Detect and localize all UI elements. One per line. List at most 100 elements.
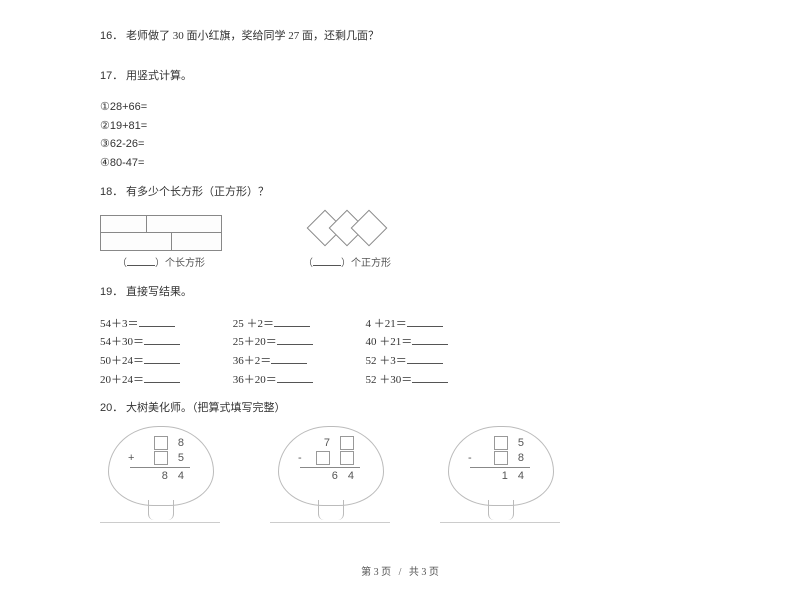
- expr: 25 ＋2＝: [233, 318, 274, 330]
- expr: 52 ＋3＝: [366, 355, 407, 367]
- answer-blank: [277, 372, 313, 383]
- digit-box: [340, 451, 354, 465]
- expr: 20＋24＝: [100, 374, 144, 386]
- expr: 50＋24＝: [100, 355, 144, 367]
- expr: 36＋2＝: [233, 355, 272, 367]
- digit: 5: [518, 436, 524, 450]
- operator: -: [298, 451, 302, 465]
- q19-cell: 25＋20＝: [233, 334, 363, 352]
- answer-blank: [271, 353, 307, 364]
- digit: 4: [348, 469, 354, 483]
- tree-1: 8 +5 84: [100, 426, 220, 531]
- q19-cell: 54＋3＝: [100, 316, 230, 334]
- q18-title: 有多少个长方形（正方形）？: [126, 186, 269, 198]
- footer-total: 共 3 页: [409, 567, 439, 578]
- digit: 4: [178, 469, 184, 483]
- expr: 36＋20＝: [233, 374, 277, 386]
- answer-blank: [277, 334, 313, 345]
- digit-box: [154, 451, 168, 465]
- digit: 6: [332, 469, 338, 483]
- digit-box: [340, 436, 354, 450]
- digit: 8: [162, 469, 168, 483]
- q19-cell: 36＋20＝: [233, 372, 363, 390]
- tree-trunk: [488, 500, 514, 520]
- q17-item-4: ④80-47=: [100, 155, 700, 173]
- tree-1-calc: 8 +5 84: [130, 436, 190, 484]
- expr: 4 ＋21＝: [366, 318, 407, 330]
- q19-cell: 50＋24＝: [100, 353, 230, 371]
- rectangle-figure-block: （ ）个长方形: [100, 215, 222, 272]
- answer-blank: [412, 372, 448, 383]
- q19-cell: 52 ＋30＝: [366, 372, 496, 390]
- q17-item-2: ②19+81=: [100, 118, 700, 136]
- tree-grass: [100, 522, 220, 523]
- answer-blank: [144, 372, 180, 383]
- diamond-figure-block: （ ）个正方形: [292, 207, 402, 272]
- trees-row: 8 +5 84 7 - 64 5 -8: [100, 426, 700, 531]
- q17-item-3: ③62-26=: [100, 136, 700, 154]
- cap1-suffix: ）个长方形: [155, 258, 205, 269]
- expr: 54＋30＝: [100, 336, 144, 348]
- q19-grid: 54＋3＝ 25 ＋2＝ 4 ＋21＝ 54＋30＝ 25＋20＝ 40 ＋21…: [100, 316, 700, 389]
- tree-trunk: [318, 500, 344, 520]
- expr: 52 ＋30＝: [366, 374, 413, 386]
- q19-cell: 52 ＋3＝: [366, 353, 496, 371]
- tree-3-calc: 5 -8 14: [470, 436, 530, 484]
- diamond-figure: [292, 207, 402, 251]
- digit: 7: [324, 436, 330, 450]
- q18-number: 18．: [100, 186, 123, 198]
- question-20: 20． 大树美化师。（把算式填写完整）: [100, 400, 700, 418]
- digit: 5: [178, 451, 184, 465]
- q19-row-3: 50＋24＝ 36＋2＝ 52 ＋3＝: [100, 353, 700, 371]
- page-content: 16． 老师做了 30 面小红旗，奖给同学 27 面，还剩几面？ 17． 用竖式…: [0, 0, 800, 531]
- tree-grass: [270, 522, 390, 523]
- cap1-prefix: （: [117, 258, 127, 269]
- question-16: 16． 老师做了 30 面小红旗，奖给同学 27 面，还剩几面？: [100, 28, 700, 46]
- calc-line: [300, 467, 360, 468]
- q19-cell: 54＋30＝: [100, 334, 230, 352]
- calc-line: [130, 467, 190, 468]
- answer-blank: [407, 316, 443, 327]
- q19-cell: 4 ＋21＝: [366, 316, 496, 334]
- square-caption: （ ）个正方形: [292, 255, 402, 272]
- q19-cell: 20＋24＝: [100, 372, 230, 390]
- expr: 54＋3＝: [100, 318, 139, 330]
- footer-page: 第 3 页: [361, 567, 391, 578]
- q19-title: 直接写结果。: [126, 286, 192, 298]
- expr: 25＋20＝: [233, 336, 277, 348]
- footer-sep: /: [399, 567, 402, 578]
- q19-row-1: 54＋3＝ 25 ＋2＝ 4 ＋21＝: [100, 316, 700, 334]
- operator: +: [128, 451, 134, 465]
- q17-title: 用竖式计算。: [126, 70, 192, 82]
- answer-blank: [144, 353, 180, 364]
- page-footer: 第 3 页 / 共 3 页: [0, 563, 800, 578]
- tree-grass: [440, 522, 560, 523]
- tree-trunk: [148, 500, 174, 520]
- answer-blank: [274, 316, 310, 327]
- q19-cell: 25 ＋2＝: [233, 316, 363, 334]
- cap2-prefix: （: [303, 258, 313, 269]
- square-blank: [313, 255, 341, 266]
- q19-row-4: 20＋24＝ 36＋20＝ 52 ＋30＝: [100, 372, 700, 390]
- q19-number: 19．: [100, 286, 123, 298]
- answer-blank: [412, 334, 448, 345]
- digit: 8: [518, 451, 524, 465]
- operator: -: [468, 451, 472, 465]
- calc-line: [470, 467, 530, 468]
- rectangle-figure: [100, 215, 222, 251]
- digit: 4: [518, 469, 524, 483]
- question-18: 18． 有多少个长方形（正方形）？: [100, 184, 700, 202]
- q17-number: 17．: [100, 70, 123, 82]
- cap2-suffix: ）个正方形: [341, 258, 391, 269]
- digit: 8: [178, 436, 184, 450]
- q18-figures: （ ）个长方形 （ ）个正方形: [100, 207, 700, 272]
- digit-box: [316, 451, 330, 465]
- answer-blank: [144, 334, 180, 345]
- digit-box: [154, 436, 168, 450]
- answer-blank: [407, 353, 443, 364]
- expr: 40 ＋21＝: [366, 336, 413, 348]
- rect-caption: （ ）个长方形: [100, 255, 222, 272]
- q17-item-1: ①28+66=: [100, 99, 700, 117]
- q20-title: 大树美化师。（把算式填写完整）: [126, 402, 286, 414]
- digit-box: [494, 436, 508, 450]
